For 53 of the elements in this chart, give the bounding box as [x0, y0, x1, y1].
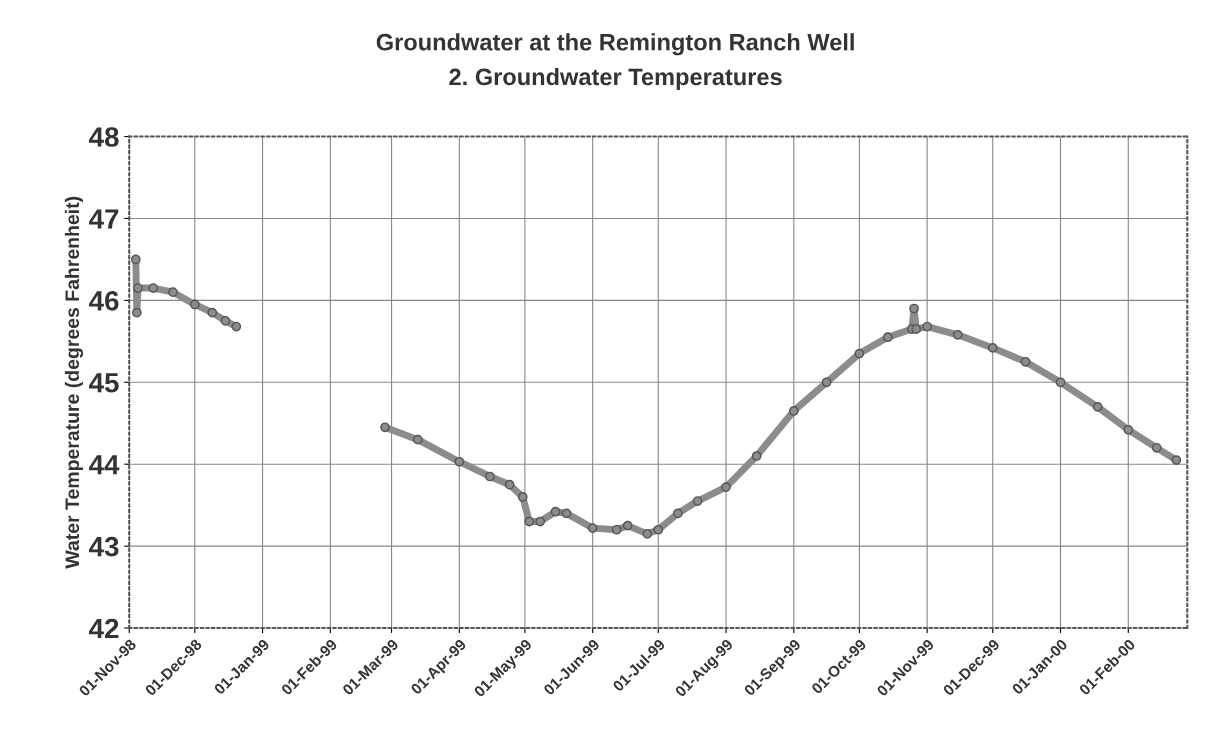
point	[133, 283, 143, 293]
y-tick-label: 47	[89, 209, 119, 229]
point	[412, 434, 423, 445]
point	[524, 516, 535, 527]
point	[952, 329, 963, 340]
point	[882, 332, 893, 343]
point	[1171, 455, 1182, 465]
point	[909, 303, 919, 314]
point	[692, 496, 703, 506]
point	[168, 287, 178, 298]
y-axis-title: Water Temperature (degrees Fahrenheit)	[64, 196, 84, 569]
y-tick-label: 42	[89, 618, 119, 639]
point	[1020, 356, 1031, 367]
point	[622, 520, 633, 531]
point	[189, 299, 200, 310]
point	[1151, 442, 1162, 453]
point	[535, 516, 546, 527]
point	[132, 307, 142, 318]
point	[561, 508, 572, 519]
point	[642, 528, 653, 539]
point	[454, 456, 465, 467]
point	[231, 321, 242, 332]
point	[220, 315, 231, 326]
point	[821, 377, 832, 388]
y-tick-label: 48	[89, 127, 119, 147]
chart-subtitle: 2. Groundwater Temperatures	[449, 67, 782, 90]
point	[751, 451, 762, 461]
point	[207, 307, 218, 318]
point	[987, 343, 998, 353]
point	[653, 524, 664, 535]
point	[922, 321, 933, 332]
point	[911, 324, 922, 334]
point	[587, 523, 598, 533]
point	[130, 254, 141, 265]
point	[854, 348, 865, 359]
point	[485, 471, 495, 482]
y-tick-label: 45	[89, 373, 119, 393]
y-tick-label: 46	[89, 291, 119, 311]
chart-title: Groundwater at the Remington Ranch Well	[376, 33, 854, 56]
y-tick-label: 44	[89, 455, 120, 475]
point	[148, 283, 159, 293]
point	[380, 422, 390, 433]
point	[550, 506, 561, 517]
point	[1092, 401, 1103, 412]
point	[1123, 424, 1134, 435]
point	[1055, 377, 1066, 388]
point	[788, 406, 799, 416]
y-tick-label: 43	[89, 536, 119, 557]
point	[517, 492, 528, 502]
point	[673, 508, 683, 519]
point	[504, 479, 515, 490]
point	[721, 482, 731, 493]
point	[611, 524, 622, 535]
